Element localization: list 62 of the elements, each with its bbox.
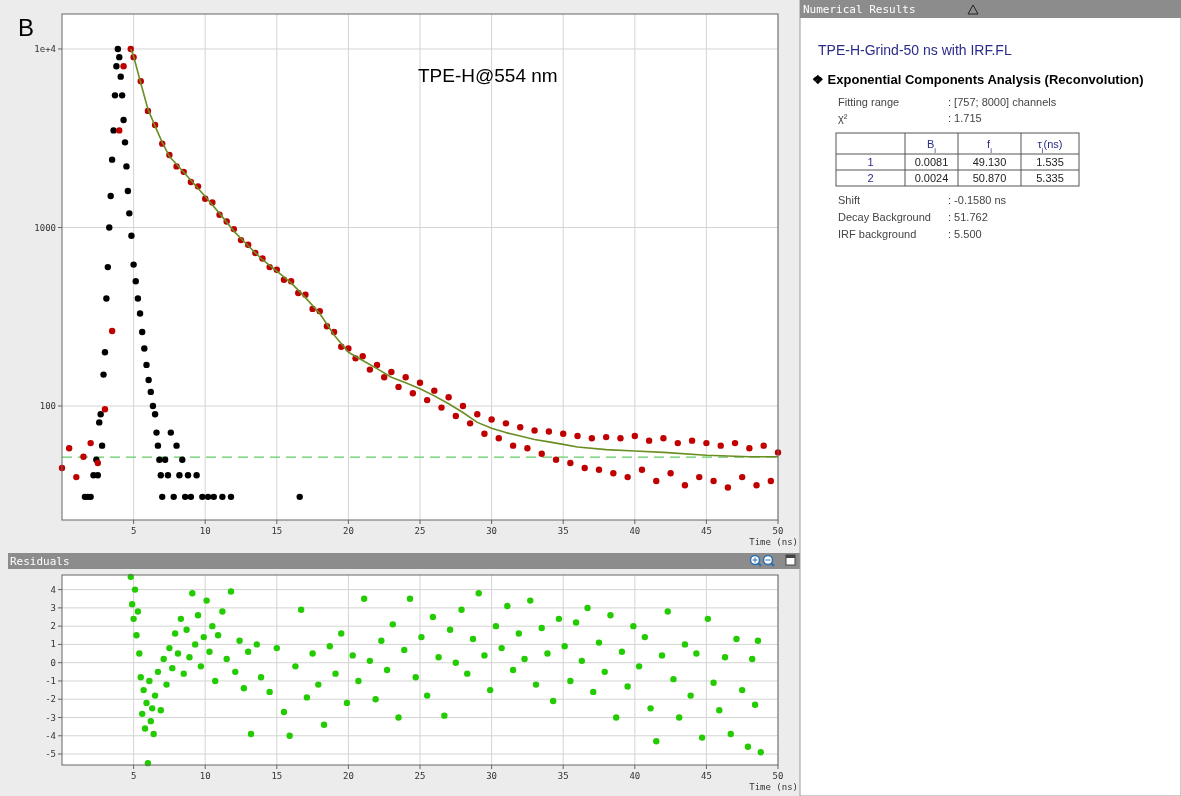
x-tick-label: 25 bbox=[414, 526, 426, 536]
y-tick-label: -3 bbox=[45, 712, 56, 723]
text: 1.535 bbox=[1036, 156, 1064, 168]
text: : [757; 8000] channels bbox=[948, 96, 1057, 108]
text: χ² bbox=[838, 112, 848, 124]
text: B bbox=[18, 14, 35, 41]
y-tick-label: 1 bbox=[50, 639, 56, 650]
text: 0.0081 bbox=[914, 156, 949, 168]
x-tick-label: 5 bbox=[130, 526, 137, 536]
text: 5.335 bbox=[1036, 172, 1064, 184]
y-tick-label: -1 bbox=[45, 675, 56, 686]
text: Shift bbox=[838, 194, 861, 206]
x-tick-label: 30 bbox=[486, 526, 498, 536]
y-tick-label: -4 bbox=[45, 730, 56, 741]
text: 49.130 bbox=[972, 156, 1007, 168]
text: TPE-H-Grind-50 ns with IRF.FL bbox=[818, 42, 1012, 58]
text: B$_{i}$ bbox=[926, 138, 937, 155]
text: Fitting range bbox=[838, 96, 900, 108]
x-tick-label: 45 bbox=[700, 771, 712, 781]
annotation: TPE-H@554 nm bbox=[418, 65, 558, 86]
text: 50.870 bbox=[972, 172, 1007, 184]
x-tick-label: 15 bbox=[271, 771, 283, 781]
y-tick-label: 4 bbox=[50, 584, 56, 595]
chart-title: Residuals bbox=[10, 555, 70, 568]
text: 2 bbox=[867, 172, 874, 184]
x-tick-label: 40 bbox=[629, 526, 641, 536]
text: 1 bbox=[867, 156, 874, 168]
x-tick-label: 15 bbox=[271, 526, 283, 536]
x-tick-label: 10 bbox=[199, 771, 211, 781]
text: IRF background bbox=[838, 228, 917, 240]
y-tick-label: 1e+4 bbox=[34, 43, 56, 54]
x-tick-label: 45 bbox=[700, 526, 712, 536]
text: : 5.500 bbox=[948, 228, 982, 240]
x-tick-label: 50 bbox=[772, 526, 784, 536]
y-tick-label: 1000 bbox=[34, 222, 56, 233]
x-axis-title: Time (ns) bbox=[749, 782, 798, 792]
x-tick-label: 35 bbox=[557, 771, 569, 781]
x-tick-label: 30 bbox=[486, 771, 498, 781]
y-tick-label: -2 bbox=[45, 694, 56, 705]
y-tick-label: 2 bbox=[50, 621, 56, 632]
text: : 51.762 bbox=[948, 211, 988, 223]
x-tick-label: 10 bbox=[199, 526, 211, 536]
text: ❖ Exponential Components Analysis (Reconvolution) bbox=[812, 72, 1144, 87]
x-tick-label: 35 bbox=[557, 526, 569, 536]
x-tick-label: 5 bbox=[130, 771, 137, 781]
y-tick-label: -5 bbox=[45, 749, 56, 760]
text: : 1.715 bbox=[948, 112, 982, 124]
x-tick-label: 20 bbox=[342, 526, 354, 536]
x-tick-label: 40 bbox=[629, 771, 641, 781]
y-tick-label: 100 bbox=[39, 401, 56, 412]
x-tick-label: 25 bbox=[414, 771, 426, 781]
y-tick-label: 3 bbox=[50, 602, 56, 613]
text: f$_{i}$ bbox=[987, 138, 993, 155]
text: τ$_{i}$(ns) bbox=[1037, 138, 1063, 155]
text: 0.0024 bbox=[914, 172, 949, 184]
text: Numerical Results bbox=[803, 3, 916, 16]
text: Decay Background bbox=[838, 211, 931, 223]
text: : -0.1580 ns bbox=[948, 194, 1007, 206]
x-axis-title: Time (ns) bbox=[749, 537, 798, 547]
x-tick-label: 50 bbox=[772, 771, 784, 781]
y-tick-label: 0 bbox=[50, 657, 56, 668]
x-tick-label: 20 bbox=[342, 771, 354, 781]
